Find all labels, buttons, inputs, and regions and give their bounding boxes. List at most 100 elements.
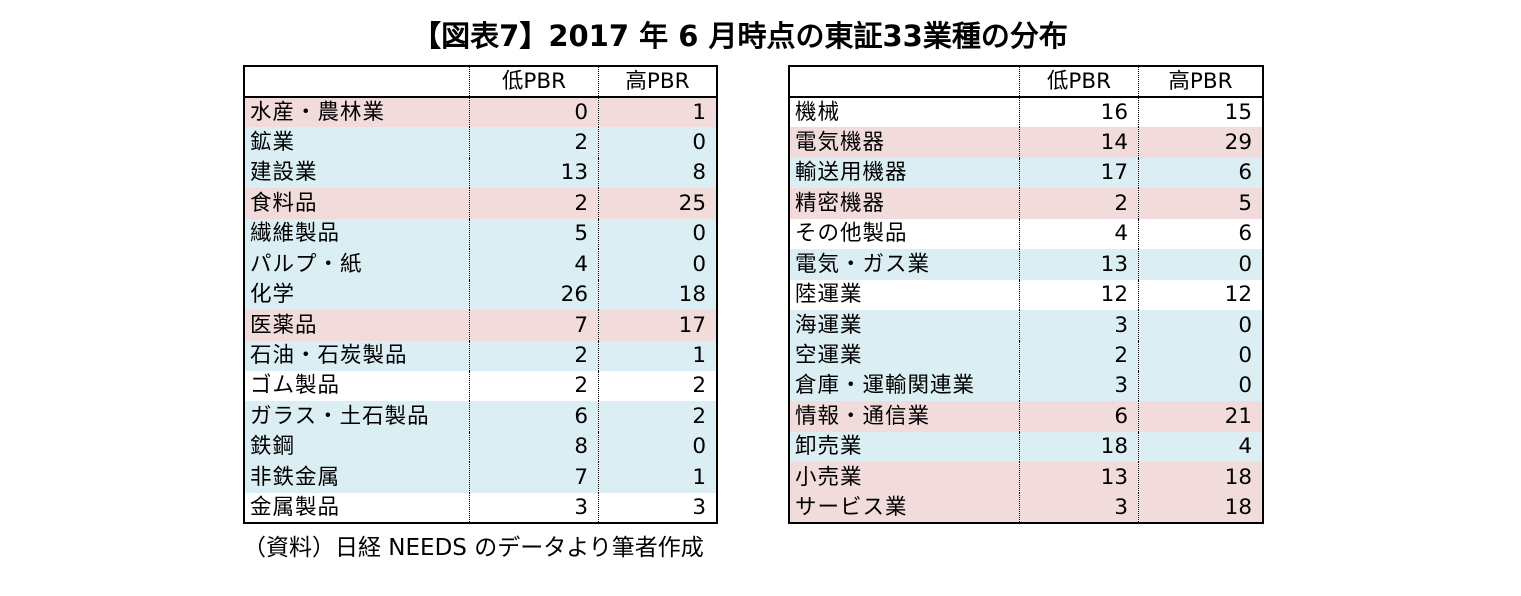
low-pbr-value-cell: 2	[469, 127, 599, 158]
high-pbr-value-cell: 18	[598, 279, 717, 311]
table-row: 精密機器 2 5	[789, 188, 1263, 219]
industry-label-cell: 化学	[250, 282, 296, 308]
industry-label-cell: 倉庫・運輸関連業	[795, 373, 976, 399]
table-row: 倉庫・運輸関連業 3 0	[789, 370, 1263, 402]
industry-table-left: 低PBR 高PBR 水産・農林業 0 1 鉱業 2 0 建設業 13 8 食料品 2 25 繊維製品 5 0 パル…	[243, 65, 718, 525]
low-pbr-value-cell: 3	[469, 492, 599, 524]
low-pbr-value-cell: 7	[469, 310, 599, 341]
low-pbr-value-cell: 2	[469, 370, 599, 402]
industry-label-cell: 空運業	[795, 342, 863, 368]
industry-label-cell: 陸運業	[795, 282, 863, 308]
high-pbr-value-cell: 25	[598, 188, 717, 219]
industry-label-cell: 非鉄金属	[250, 464, 341, 490]
high-pbr-value-cell: 21	[1138, 401, 1263, 432]
industry-label-cell: パルプ・紙	[250, 251, 363, 277]
low-pbr-value-cell: 2	[469, 340, 599, 371]
table-row: 機械 16 15	[789, 97, 1263, 128]
industry-label-cell: 食料品	[250, 190, 318, 216]
table-row: 電気機器 14 29	[789, 127, 1263, 158]
low-pbr-value-cell: 3	[1019, 492, 1139, 524]
table-row: 鉄鋼 8 0	[244, 431, 717, 463]
table-row: 化学 26 18	[244, 279, 717, 311]
high-pbr-column-header: 高PBR	[1138, 66, 1263, 98]
low-pbr-value-cell: 2	[1019, 340, 1139, 371]
high-pbr-value-cell: 2	[598, 370, 717, 402]
table-row: 空運業 2 0	[789, 340, 1263, 371]
high-pbr-value-cell: 18	[1138, 462, 1263, 493]
high-pbr-value-cell: 5	[1138, 188, 1263, 219]
high-pbr-value-cell: 17	[598, 310, 717, 341]
high-pbr-value-cell: 1	[598, 340, 717, 371]
table-row: 小売業 13 18	[789, 462, 1263, 493]
table-row: 医薬品 7 17	[244, 310, 717, 341]
figure-title: 【図表7】2017 年 6 月時点の東証33業種の分布	[412, 19, 1068, 53]
low-pbr-value-cell: 14	[1019, 127, 1139, 158]
high-pbr-value-cell: 1	[598, 462, 717, 493]
low-pbr-value-cell: 2	[1019, 188, 1139, 219]
table-row: 情報・通信業 6 21	[789, 401, 1263, 432]
industry-label-cell: 電気・ガス業	[795, 251, 931, 277]
low-pbr-value-cell: 6	[469, 401, 599, 432]
industry-table-right: 低PBR 高PBR 機械 16 15 電気機器 14 29 輸送用機器 17 6 精密機器 2 5 その他製…	[788, 65, 1264, 525]
header-row: 低PBR 高PBR	[244, 66, 717, 98]
low-pbr-value-cell: 12	[1019, 279, 1139, 311]
industry-label-cell: 金属製品	[250, 494, 341, 520]
low-pbr-value-cell: 2	[469, 188, 599, 219]
low-pbr-value-cell: 13	[1019, 249, 1139, 280]
table-row: 非鉄金属 7 1	[244, 462, 717, 493]
industry-label-cell: 鉄鋼	[250, 434, 296, 460]
table-row: 海運業 3 0	[789, 310, 1263, 341]
source-caption: （資料）日経 NEEDS のデータより筆者作成	[243, 535, 704, 561]
industry-label-cell: 水産・農林業	[250, 99, 386, 125]
high-pbr-value-cell: 2	[598, 401, 717, 432]
low-pbr-value-cell: 17	[1019, 157, 1139, 189]
table-row: 水産・農林業 0 1	[244, 97, 717, 128]
high-pbr-value-cell: 0	[1138, 310, 1263, 341]
low-pbr-column-header: 低PBR	[469, 66, 599, 98]
industry-label-cell: 卸売業	[795, 434, 863, 460]
high-pbr-value-cell: 0	[1138, 249, 1263, 280]
industry-label-cell: 建設業	[250, 160, 318, 186]
industry-label-cell: 医薬品	[250, 312, 318, 338]
industry-label-cell: 電気機器	[795, 129, 886, 155]
high-pbr-column-header: 高PBR	[598, 66, 717, 98]
industry-label-cell: サービス業	[795, 494, 908, 520]
high-pbr-value-cell: 0	[598, 127, 717, 158]
high-pbr-value-cell: 4	[1138, 431, 1263, 463]
table-row: 繊維製品 5 0	[244, 218, 717, 250]
table-row: 金属製品 3 3	[244, 492, 717, 524]
industry-label-cell: 石油・石炭製品	[250, 342, 408, 368]
high-pbr-value-cell: 8	[598, 157, 717, 189]
low-pbr-value-cell: 26	[469, 279, 599, 311]
high-pbr-value-cell: 0	[1138, 340, 1263, 371]
low-pbr-value-cell: 7	[469, 462, 599, 493]
table-row: パルプ・紙 4 0	[244, 249, 717, 280]
industry-label-cell: 輸送用機器	[795, 160, 908, 186]
low-pbr-value-cell: 13	[469, 157, 599, 189]
high-pbr-value-cell: 3	[598, 492, 717, 524]
low-pbr-value-cell: 13	[1019, 462, 1139, 493]
industry-label-cell: 情報・通信業	[795, 403, 931, 429]
high-pbr-value-cell: 0	[1138, 370, 1263, 402]
table-row: 建設業 13 8	[244, 157, 717, 189]
high-pbr-value-cell: 0	[598, 218, 717, 250]
table-row: サービス業 3 18	[789, 492, 1263, 524]
high-pbr-value-cell: 6	[1138, 157, 1263, 189]
empty-header-cell	[244, 66, 470, 98]
low-pbr-value-cell: 5	[469, 218, 599, 250]
table-row: 陸運業 12 12	[789, 279, 1263, 311]
table-row: 石油・石炭製品 2 1	[244, 340, 717, 371]
industry-label-cell: 精密機器	[795, 190, 886, 216]
low-pbr-value-cell: 6	[1019, 401, 1139, 432]
low-pbr-value-cell: 4	[469, 249, 599, 280]
high-pbr-value-cell: 18	[1138, 492, 1263, 524]
empty-header-cell	[789, 66, 1020, 98]
header-row: 低PBR 高PBR	[789, 66, 1263, 98]
high-pbr-value-cell: 12	[1138, 279, 1263, 311]
high-pbr-value-cell: 29	[1138, 127, 1263, 158]
table-row: 輸送用機器 17 6	[789, 157, 1263, 189]
industry-label-cell: 小売業	[795, 464, 863, 490]
low-pbr-value-cell: 3	[1019, 310, 1139, 341]
high-pbr-value-cell: 6	[1138, 218, 1263, 250]
